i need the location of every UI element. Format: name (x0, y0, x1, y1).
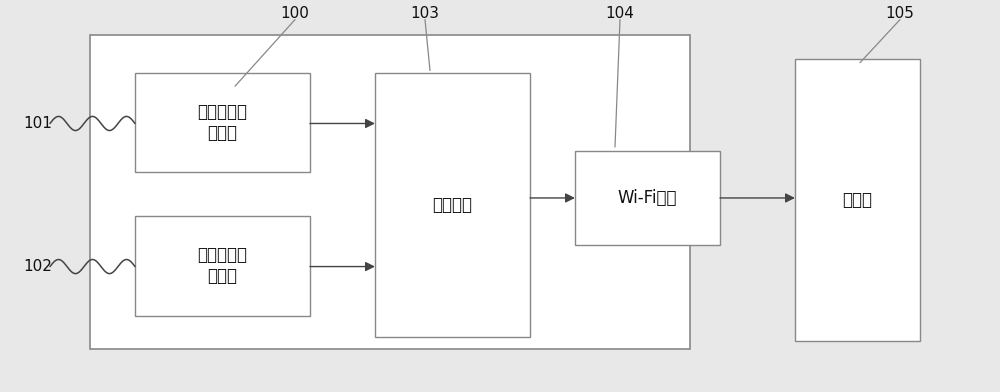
Bar (795, 59, 920, 341)
Text: 三轴陌螺仪
传感器: 三轴陌螺仪 传感器 (198, 246, 248, 285)
Text: 三轴加速度
传感器: 三轴加速度 传感器 (198, 103, 248, 142)
Text: 103: 103 (411, 6, 440, 21)
Bar (90, 35, 690, 349)
Bar (135, 216, 310, 316)
Text: 102: 102 (24, 259, 52, 274)
Text: 100: 100 (281, 6, 309, 21)
Bar (375, 73, 530, 337)
Text: 101: 101 (24, 116, 52, 131)
Text: Wi-Fi模块: Wi-Fi模块 (618, 189, 677, 207)
Text: 显示屏: 显示屏 (842, 191, 872, 209)
Text: 微控制器: 微控制器 (432, 196, 473, 214)
Text: 104: 104 (606, 6, 634, 21)
Text: 105: 105 (886, 6, 914, 21)
Bar (575, 151, 720, 245)
Bar (135, 73, 310, 172)
